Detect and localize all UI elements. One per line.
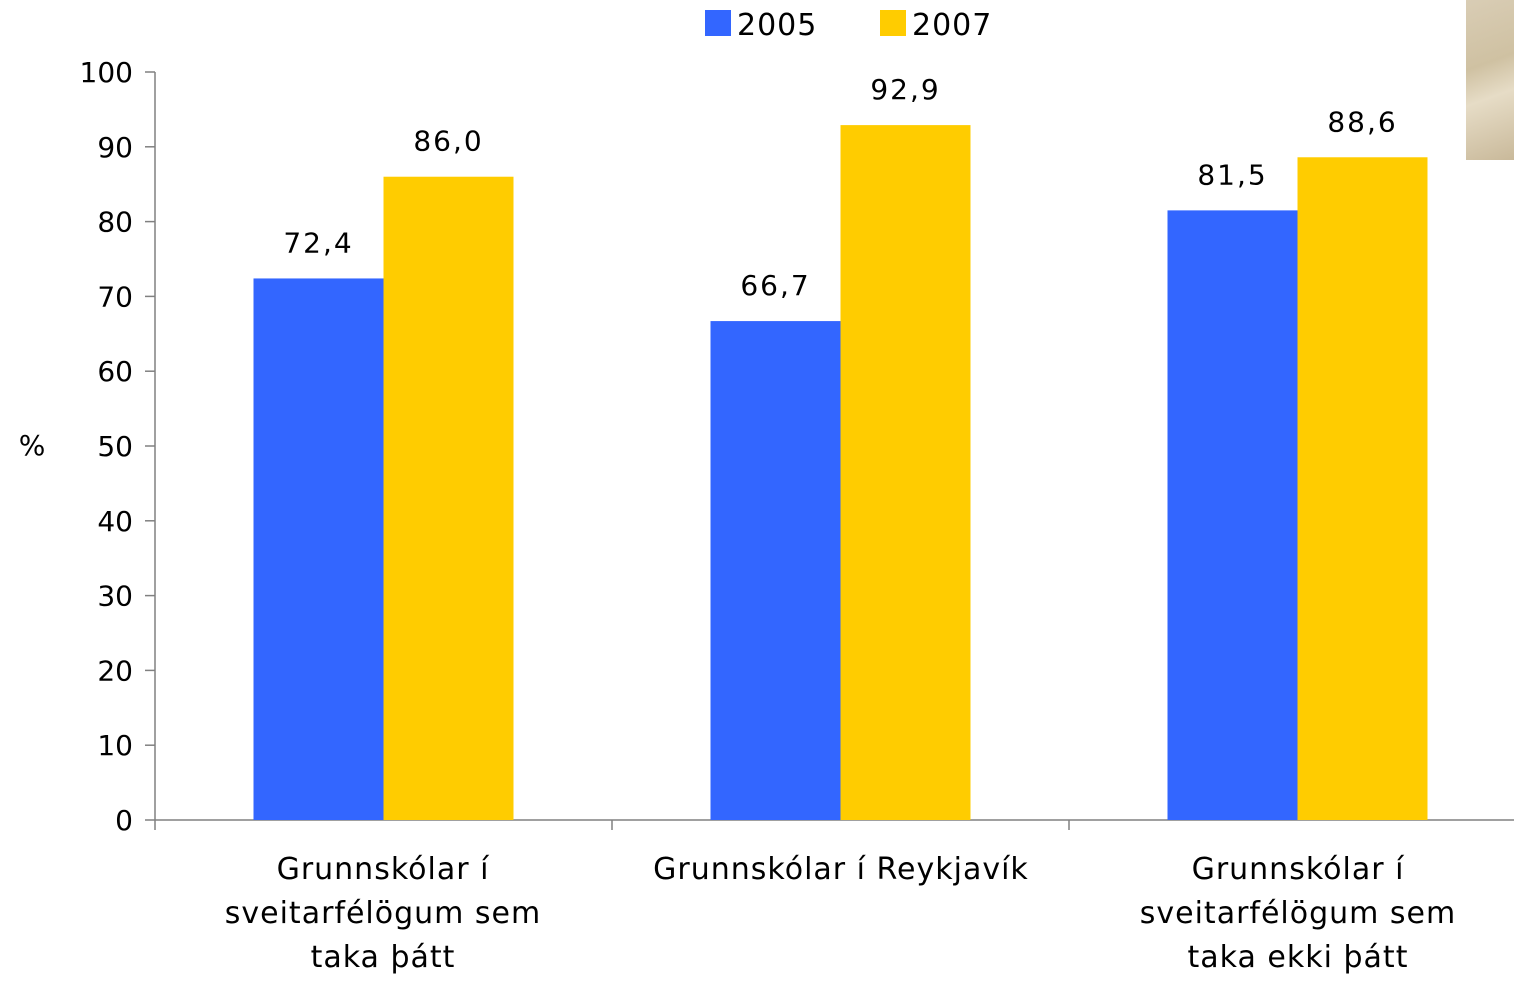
category-label-2: Grunnskólar í Reykjavík (653, 852, 1029, 887)
category-label-1: Grunnskólar í sveitarfélögum sem taka þá… (224, 852, 542, 975)
y-tick-label-8: 80 (97, 206, 133, 239)
y-tick-label-4: 40 (97, 505, 133, 538)
bar-2007-2 (840, 125, 971, 820)
y-tick-label-5: 50 (97, 430, 133, 463)
legend-label-2007: 2007 (912, 8, 992, 43)
y-tick-label-10: 100 (80, 56, 133, 89)
legend-swatch-2007 (880, 10, 906, 36)
data-label-2005-3: 81,5 (1197, 158, 1267, 191)
legend-label-2005: 2005 (737, 8, 817, 43)
legend-swatch-2005 (705, 10, 731, 36)
y-tick-label-7: 70 (97, 280, 133, 313)
data-label-2007-1: 86,0 (413, 125, 483, 158)
bar-2005-2 (710, 321, 841, 820)
y-tick-label-2: 20 (97, 654, 133, 687)
data-label-2005-1: 72,4 (283, 226, 353, 259)
y-axis-title: % (19, 429, 46, 462)
bar-2005-3 (1167, 210, 1298, 820)
y-tick-label-9: 90 (97, 131, 133, 164)
y-tick-label-0: 0 (115, 804, 133, 837)
bar-2007-3 (1297, 157, 1428, 821)
data-label-2005-2: 66,7 (740, 269, 810, 302)
data-label-2007-2: 92,9 (870, 73, 940, 106)
y-tick-label-3: 30 (97, 580, 133, 613)
y-tick-label-1: 10 (97, 729, 133, 762)
bar-2007-1 (383, 176, 514, 821)
corner-photo-fragment (1466, 0, 1514, 160)
category-label-3: Grunnskólar í sveitarfélögum sem taka ek… (1139, 852, 1457, 975)
y-tick-label-6: 60 (97, 355, 133, 388)
bar-2005-1 (253, 278, 384, 820)
data-label-2007-3: 88,6 (1327, 105, 1397, 138)
